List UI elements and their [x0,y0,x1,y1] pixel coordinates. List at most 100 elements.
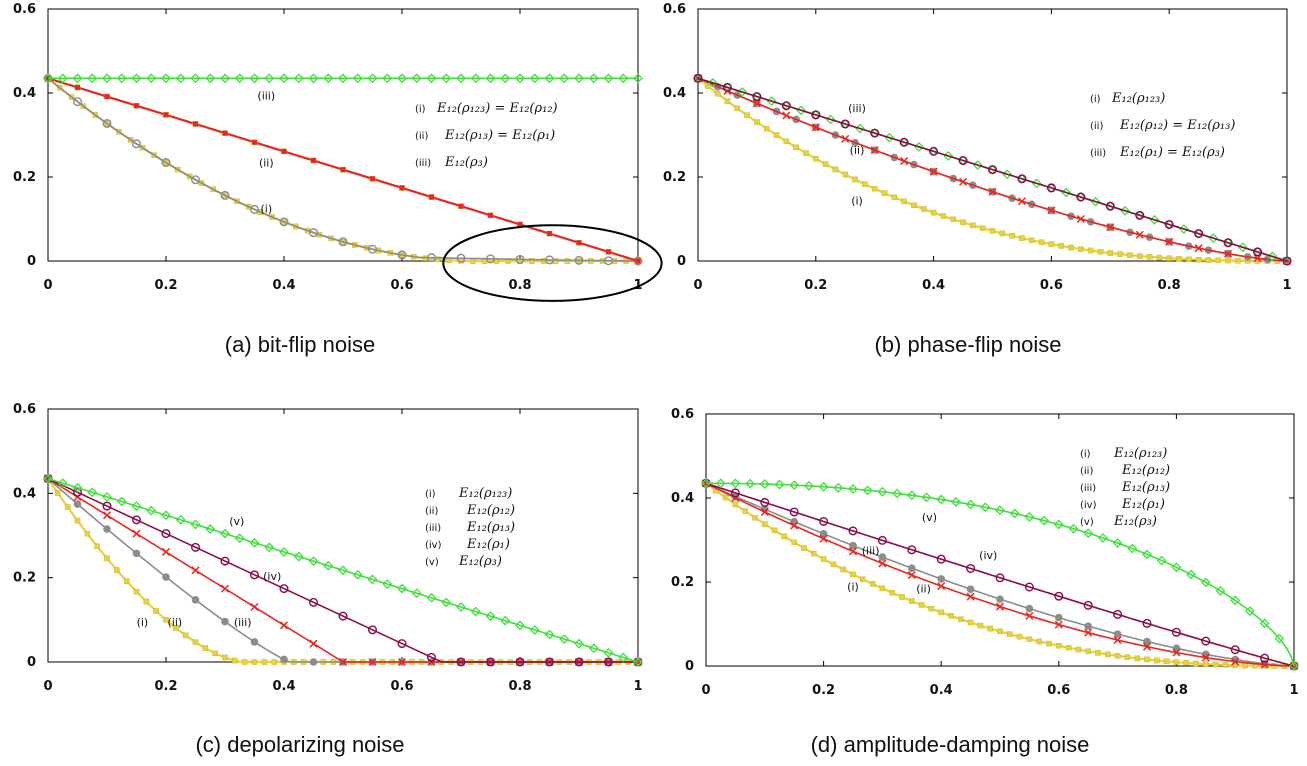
data-point [783,138,790,145]
data-point [574,255,584,265]
legend-entry: E₁₂(ρ₁₃) [466,520,515,535]
data-point [781,101,791,111]
data-point [820,556,827,562]
data-point [220,73,230,84]
x-tick-label: 0 [693,278,702,293]
data-point [399,185,405,191]
data-point [456,253,466,263]
data-point [1058,243,1064,249]
data-point [146,505,157,516]
data-point [782,111,791,120]
panel-caption: (c) depolarizing noise [195,732,404,757]
curve-label: (i) [847,580,859,593]
data-point [950,216,956,223]
data-point [1084,628,1093,637]
data-point [1024,582,1034,592]
data-point [840,566,846,573]
data-point [1259,618,1270,629]
data-point [889,589,895,596]
data-point [840,119,850,129]
data-point [1017,197,1026,206]
data-point [813,155,819,162]
data-point [878,553,887,561]
data-point [397,583,407,594]
plot-frame [697,8,1288,262]
data-point [104,93,110,100]
y-tick-label: 0.6 [663,2,686,17]
data-point [1195,256,1202,263]
data-point [173,625,179,631]
x-tick-label: 0.6 [1040,278,1063,293]
legend-entry: E₁₂(ρ₃) [444,155,488,170]
data-point [937,575,945,583]
data-point [819,534,828,543]
data-point [1047,206,1056,215]
panel-caption: (a) bit-flip noise [225,332,375,357]
data-point [811,550,817,557]
data-point [340,166,346,173]
data-point [1137,253,1143,259]
data-point [234,533,245,544]
series-purple-5 [693,73,1292,266]
data-point [848,526,858,536]
data-point [1105,651,1111,658]
data-point [515,620,525,631]
data-point [870,128,880,138]
series-gray-2 [43,73,643,266]
data-point [161,529,171,539]
data-point [397,73,407,84]
data-point [803,480,814,491]
data-point [1065,644,1072,651]
data-point [221,617,229,626]
data-point [559,634,570,644]
data-point [175,73,186,84]
data-point [574,73,584,84]
data-point [161,158,171,168]
data-point [1142,642,1152,651]
data-point [1253,247,1263,257]
data-point [1134,655,1140,662]
data-point [279,217,289,227]
series-line [47,477,638,663]
legend-roman: (iii) [425,523,441,534]
y-tick-label: 0.6 [13,402,36,417]
data-point [862,181,868,187]
legend-roman: (ii) [1080,466,1093,477]
x-tick-label: 0 [701,683,710,698]
data-point [752,99,761,108]
data-point [1078,246,1084,252]
data-point [352,73,363,84]
data-point [849,541,857,550]
data-point [811,110,821,120]
data-point [801,545,807,551]
data-point [789,480,800,491]
data-point [869,581,876,587]
data-point [979,225,986,231]
data-point [1142,618,1152,628]
curve-label: (i) [260,203,272,216]
data-point [970,222,976,229]
data-point [441,597,452,608]
data-point [605,249,612,255]
data-point [57,73,68,84]
data-point [323,73,334,84]
data-point [1231,657,1240,666]
chart-panel-4: 0 0.2 0.4 0.6 0.8 1 0 0.2 0.4 0.6 (v) (iv) (iii) (ii)… [671,407,1299,757]
data-point [763,125,770,132]
data-point [132,529,141,538]
data-point [1085,648,1091,655]
curve-label: (v) [229,515,244,528]
data-point [1172,648,1181,657]
data-point [899,137,909,147]
plot-frame [705,413,1295,667]
data-point [441,73,452,84]
data-point [559,73,570,84]
data-point [163,112,169,118]
data-point [879,585,886,592]
series-green-5 [701,478,1299,671]
series-line [697,77,1288,262]
data-point [604,657,614,667]
y-tick-label: 0.2 [13,571,36,586]
curve-label: (iii) [862,545,880,558]
x-tick-label: 0.2 [154,278,177,293]
